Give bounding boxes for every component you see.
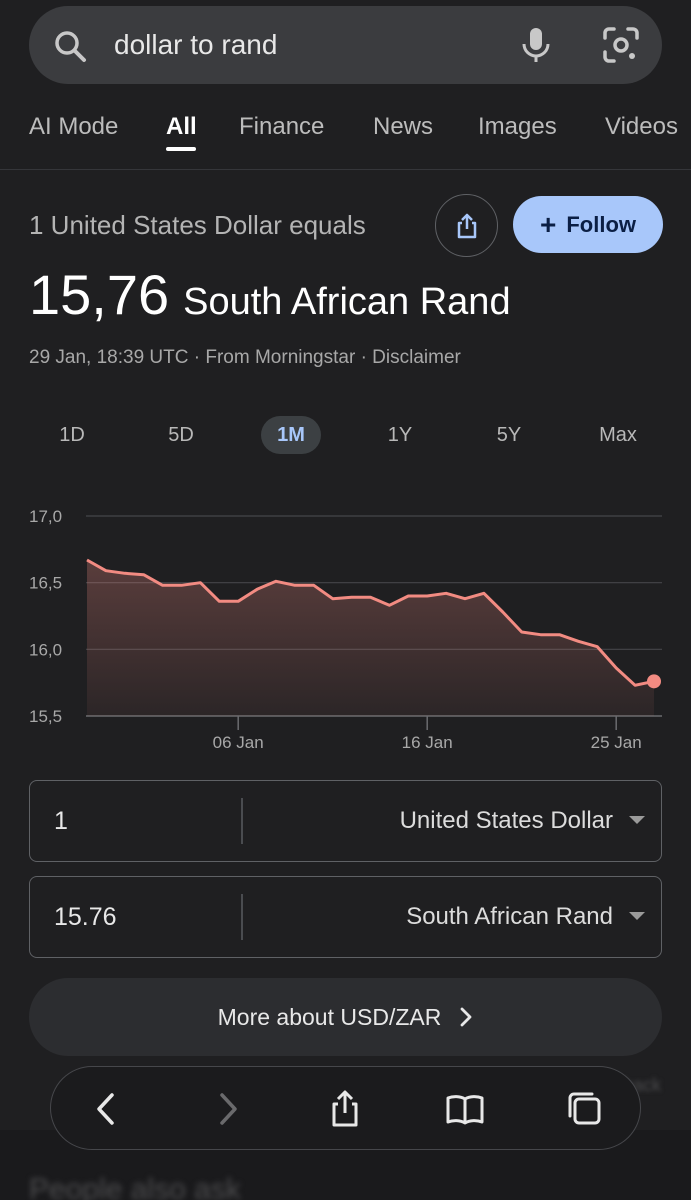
x-tick-label: 06 Jan [213,733,264,752]
x-tick-label: 16 Jan [402,733,453,752]
plus-icon: + [539,208,557,240]
range-1y[interactable]: 1Y [387,424,413,446]
tab-images[interactable]: Images [478,113,557,140]
range-1m[interactable]: 1M [261,416,321,454]
more-about-label: More about USD/ZAR [217,1003,442,1030]
tab-ai-mode[interactable]: AI Mode [29,113,119,140]
chevron-right-icon [460,1007,472,1027]
search-icon[interactable] [52,28,88,64]
tab-news[interactable]: News [373,113,434,140]
rate-currency: South African Rand [183,281,511,323]
bookmarks-icon[interactable] [445,1089,485,1129]
to-currency-select[interactable]: South African Rand [406,903,613,930]
range-max[interactable]: Max [599,424,637,446]
y-tick-label: 17,0 [29,507,62,526]
converter-from: 1 United States Dollar [29,780,662,862]
y-tick-label: 16,0 [29,640,62,659]
share-button[interactable] [435,194,498,257]
x-tick-label: 25 Jan [591,733,642,752]
from-currency-select[interactable]: United States Dollar [399,807,613,834]
rate-meta: 29 Jan, 18:39 UTC · From Morningstar · D… [29,347,461,368]
equals-label: 1 United States Dollar equals [29,210,366,240]
tab-active-indicator [166,147,196,151]
tab-finance[interactable]: Finance [239,113,325,140]
converter-divider [241,894,243,940]
search-input[interactable]: dollar to rand [114,29,278,60]
series-line [86,558,655,687]
forward-icon[interactable] [207,1089,247,1129]
y-tick-label: 16,5 [29,574,62,593]
camera-lens-icon[interactable] [602,26,640,64]
range-5y[interactable]: 5Y [496,424,522,446]
exchange-rate: 15,76 South African Rand [29,260,511,345]
microphone-icon[interactable] [519,26,553,64]
converter-to: 15.76 South African Rand [29,876,662,958]
converter-divider [241,798,243,844]
share-icon[interactable] [325,1089,365,1129]
follow-button[interactable]: + Follow [513,196,663,253]
range-1d[interactable]: 1D [59,424,85,446]
from-amount-input[interactable]: 1 [54,807,68,835]
rate-chart[interactable]: 17,0 16,5 16,0 15,5 06 Jan 16 Jan 25 Jan [0,500,691,760]
caret-down-icon[interactable] [629,816,645,824]
rate-value: 15,76 [29,263,170,326]
tab-all[interactable]: All [166,113,197,140]
range-5d[interactable]: 5D [168,424,194,446]
caret-down-icon[interactable] [629,912,645,920]
browser-toolbar [50,1066,641,1150]
y-tick-label: 15,5 [29,707,62,726]
tabs-icon[interactable] [565,1089,605,1129]
to-amount-input[interactable]: 15.76 [54,903,117,931]
current-value-point [647,674,661,689]
more-about-button[interactable]: More about USD/ZAR [29,978,662,1056]
share-icon [457,213,476,238]
tab-videos[interactable]: Videos [605,113,678,140]
people-also-ask-heading: People also ask [29,1173,241,1200]
chart-area [87,560,654,716]
search-tabs: AI Mode All Finance News Images Videos [0,100,691,170]
search-bar[interactable] [29,6,662,84]
follow-label: Follow [566,211,636,237]
back-icon[interactable] [87,1089,127,1129]
